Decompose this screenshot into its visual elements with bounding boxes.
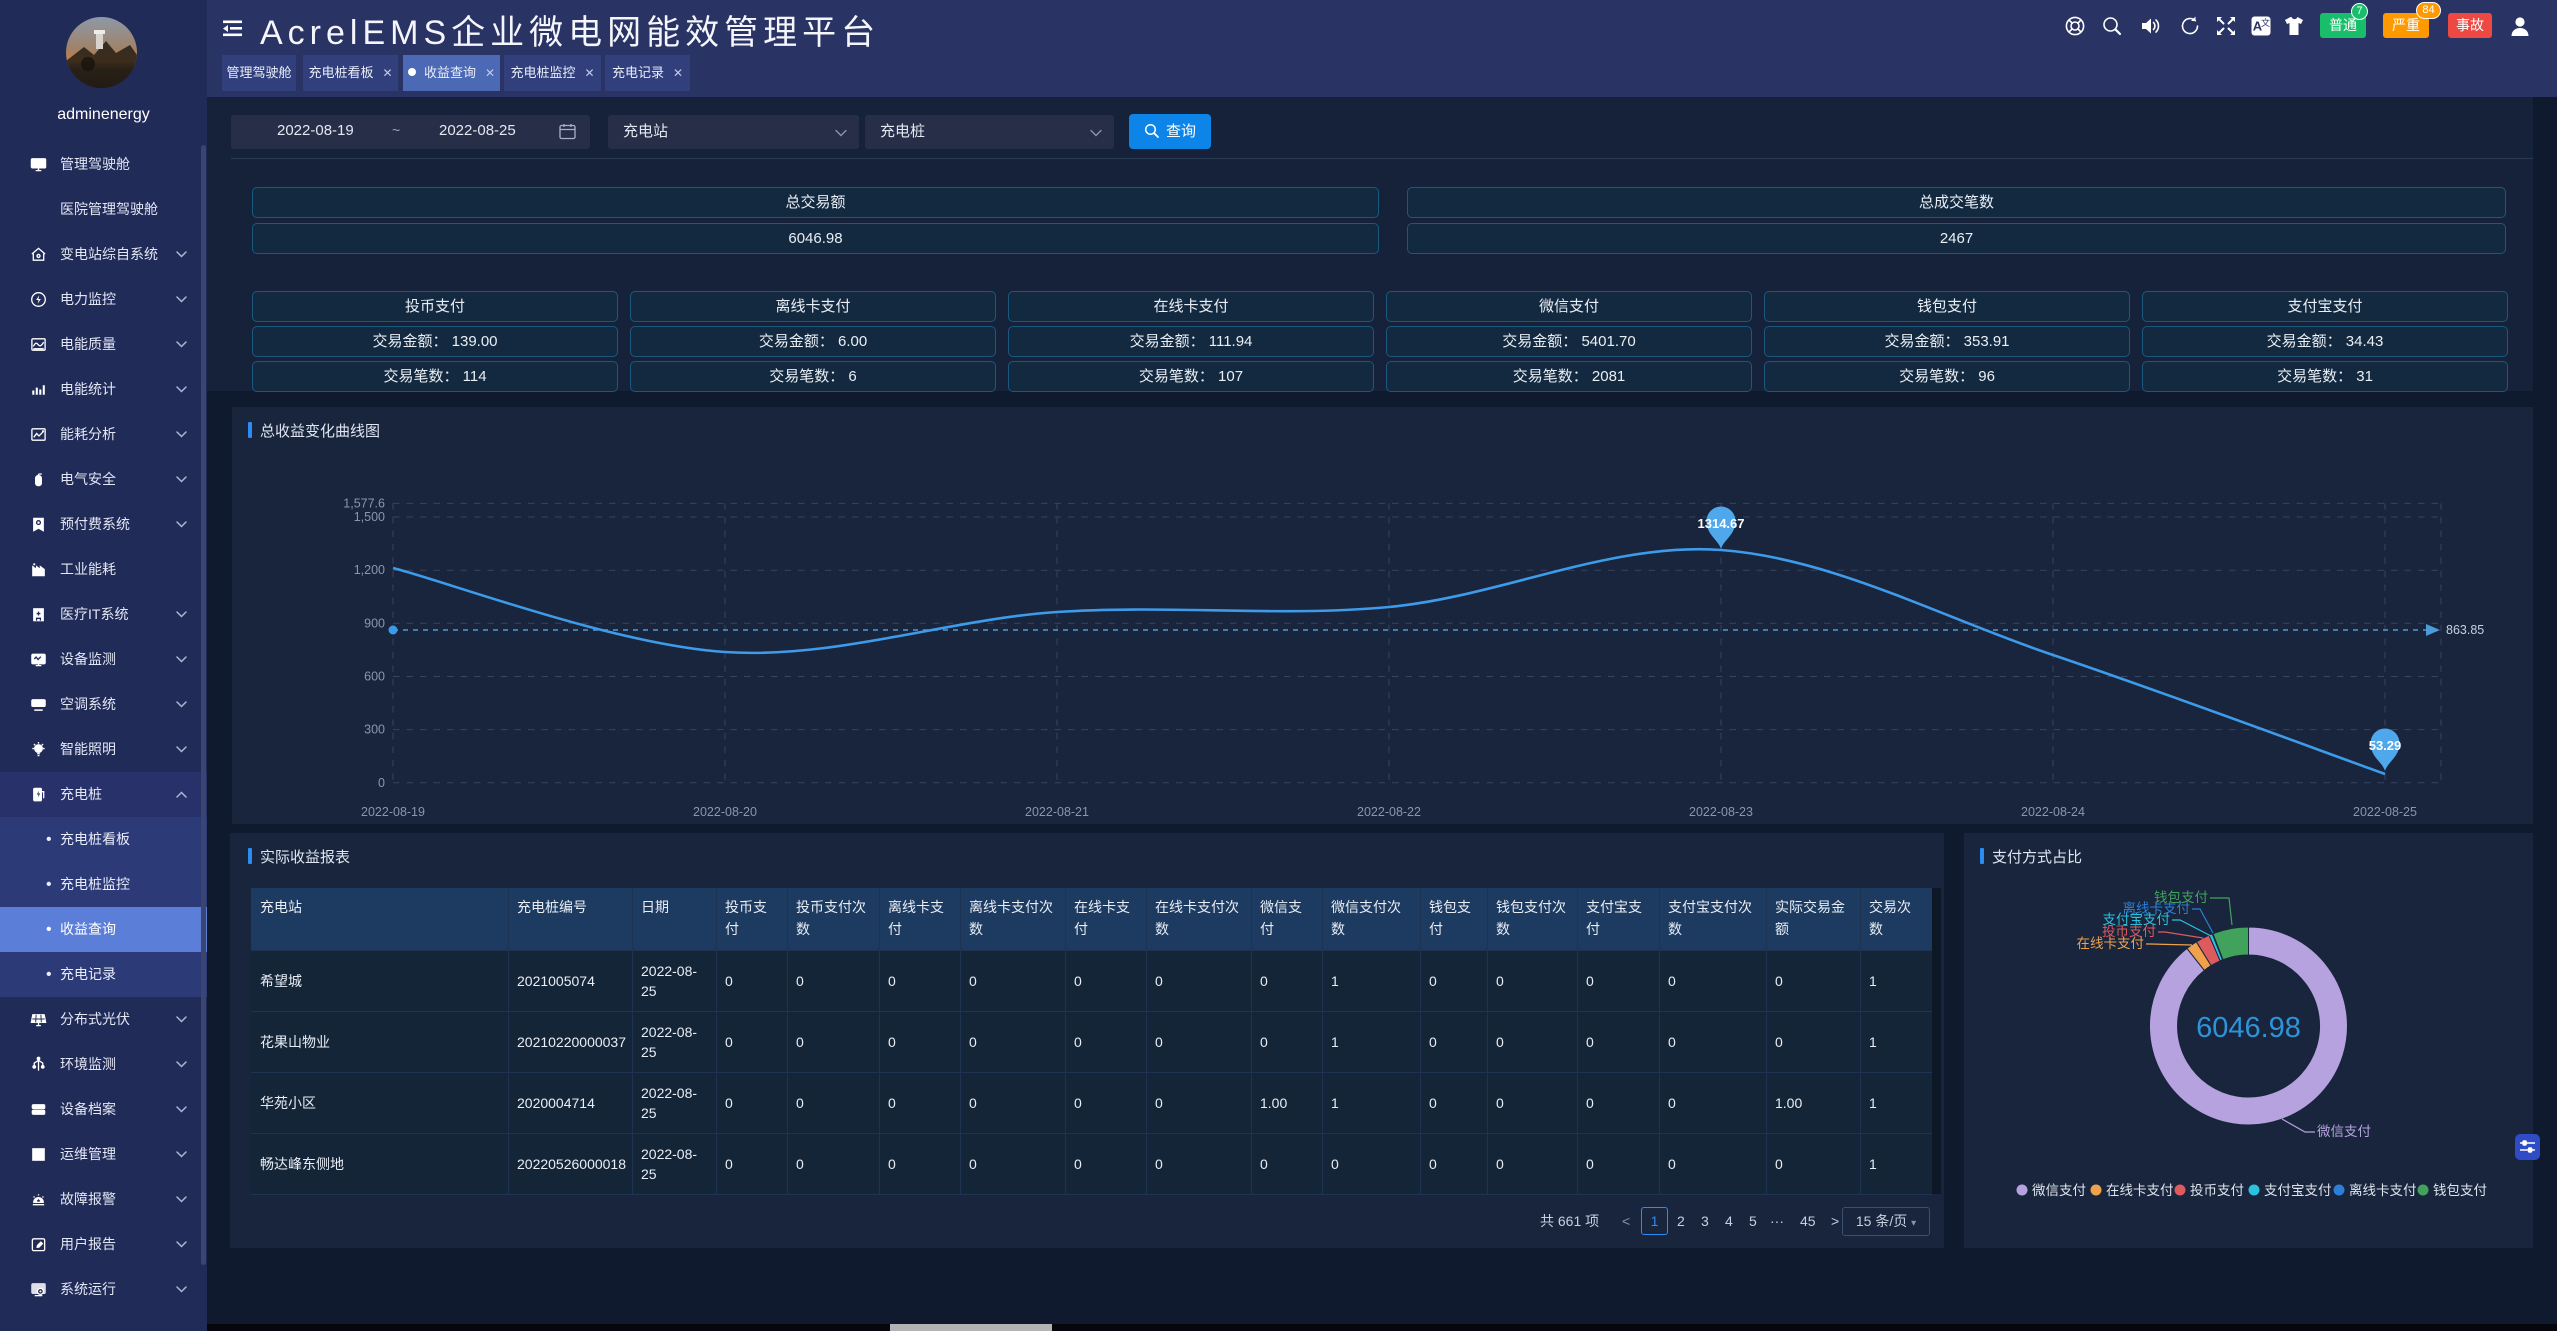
svg-text:投币支付: 投币支付 (2102, 924, 2156, 939)
svg-text:53.29: 53.29 (2369, 738, 2402, 753)
svg-text:支付宝支付: 支付宝支付 (2103, 912, 2171, 927)
svg-text:微信支付: 微信支付 (2032, 1183, 2086, 1198)
svg-text:1,500: 1,500 (354, 510, 385, 524)
svg-text:2022-08-21: 2022-08-21 (1025, 805, 1089, 819)
svg-text:2022-08-20: 2022-08-20 (693, 805, 757, 819)
svg-text:微信支付: 微信支付 (2317, 1124, 2371, 1139)
svg-text:2022-08-19: 2022-08-19 (361, 805, 425, 819)
svg-text:300: 300 (364, 723, 385, 737)
svg-text:2022-08-23: 2022-08-23 (1689, 805, 1753, 819)
svg-text:1,200: 1,200 (354, 563, 385, 577)
svg-text:0: 0 (378, 776, 385, 790)
svg-text:A: A (2253, 19, 2263, 34)
svg-text:2022-08-22: 2022-08-22 (1357, 805, 1421, 819)
svg-text:钱包支付: 钱包支付 (2154, 890, 2208, 905)
svg-text:在线卡支付: 在线卡支付 (2077, 936, 2145, 951)
svg-text:2022-08-25: 2022-08-25 (2353, 805, 2417, 819)
svg-text:支付宝支付: 支付宝支付 (2264, 1183, 2332, 1198)
svg-text:文: 文 (2261, 17, 2270, 28)
svg-text:在线卡支付: 在线卡支付 (2106, 1183, 2174, 1198)
svg-text:1,577.6: 1,577.6 (343, 496, 385, 510)
svg-text:钱包支付: 钱包支付 (2433, 1183, 2487, 1198)
svg-text:900: 900 (364, 616, 385, 630)
svg-text:离线卡支付: 离线卡支付 (2349, 1182, 2417, 1198)
svg-text:离线卡支付: 离线卡支付 (2123, 900, 2191, 916)
svg-text:投币支付: 投币支付 (2190, 1183, 2244, 1198)
svg-text:2022-08-24: 2022-08-24 (2021, 805, 2085, 819)
svg-text:6046.98: 6046.98 (2196, 1012, 2301, 1044)
svg-text:863.85: 863.85 (2446, 623, 2484, 637)
svg-text:1314.67: 1314.67 (1698, 516, 1745, 531)
svg-text:600: 600 (364, 670, 385, 684)
